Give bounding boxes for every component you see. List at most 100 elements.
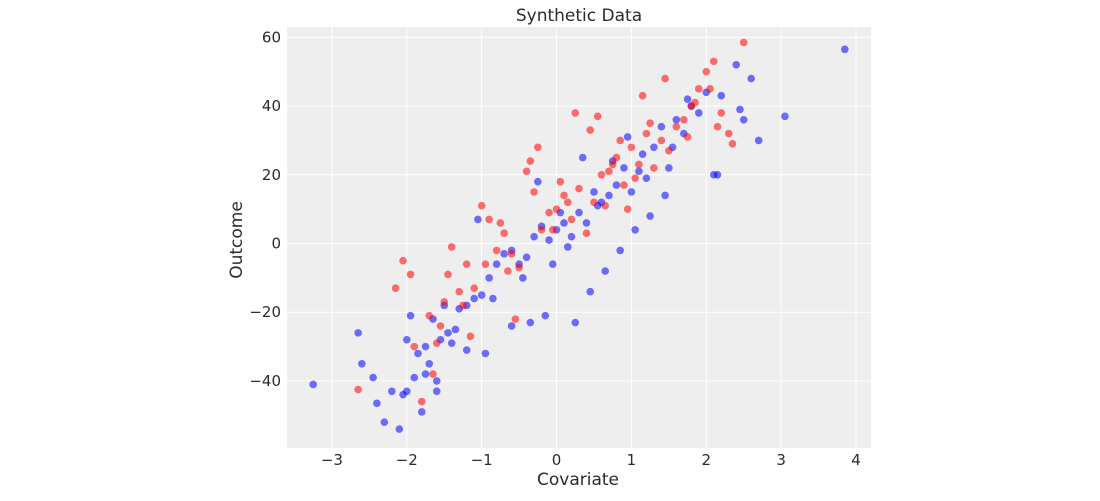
data-point xyxy=(522,253,531,262)
data-point xyxy=(421,370,430,378)
data-point xyxy=(680,115,688,124)
data-point xyxy=(436,322,445,330)
data-point xyxy=(432,377,441,385)
data-point xyxy=(462,346,471,354)
y-tick-label: −40 xyxy=(249,372,281,390)
data-point xyxy=(608,160,617,169)
data-point xyxy=(515,263,523,272)
data-point xyxy=(388,387,396,396)
grid-lines xyxy=(287,27,871,448)
data-point xyxy=(694,109,703,117)
data-point xyxy=(781,112,789,121)
data-point xyxy=(489,294,497,303)
data-point xyxy=(616,136,624,145)
data-point xyxy=(537,225,546,234)
plot-area xyxy=(287,27,871,448)
data-point xyxy=(642,129,651,138)
data-point xyxy=(739,38,748,47)
data-point xyxy=(597,170,606,179)
data-point xyxy=(638,150,647,158)
data-point xyxy=(657,136,666,145)
data-point xyxy=(432,339,441,347)
data-point xyxy=(474,215,482,224)
plot-background xyxy=(287,27,871,448)
data-point xyxy=(399,256,407,265)
data-point xyxy=(694,85,703,93)
data-point xyxy=(459,301,467,310)
data-point xyxy=(354,329,362,337)
data-point xyxy=(635,160,643,169)
x-tick-label: −3 xyxy=(321,451,343,469)
data-point xyxy=(414,349,422,358)
data-point xyxy=(496,219,505,227)
data-point xyxy=(646,119,654,128)
x-tick-label: 3 xyxy=(776,451,786,469)
data-point xyxy=(627,188,636,196)
data-point xyxy=(444,270,452,279)
data-point xyxy=(444,329,452,337)
data-point xyxy=(462,260,471,268)
data-point xyxy=(582,229,591,238)
series-2-points xyxy=(354,38,748,406)
data-point xyxy=(638,91,647,100)
y-axis-label: Outcome xyxy=(227,201,247,279)
data-point xyxy=(447,339,456,347)
y-tick-label: 0 xyxy=(271,235,281,253)
data-point xyxy=(672,122,681,131)
data-point xyxy=(713,122,722,131)
data-point xyxy=(717,91,726,100)
data-point xyxy=(563,198,572,207)
data-point xyxy=(672,115,681,124)
data-point xyxy=(747,74,756,83)
data-point xyxy=(642,174,651,183)
data-point xyxy=(717,109,726,117)
data-point xyxy=(417,397,426,406)
y-tick-label: 20 xyxy=(262,166,281,184)
data-point xyxy=(691,98,699,107)
data-point xyxy=(646,212,654,220)
x-tick-label: −2 xyxy=(396,451,418,469)
data-point xyxy=(548,260,557,268)
data-point xyxy=(534,143,542,152)
data-point xyxy=(410,373,419,382)
x-tick-label: 4 xyxy=(851,451,861,469)
data-point xyxy=(309,380,318,389)
data-point xyxy=(425,311,434,320)
data-point xyxy=(477,291,486,299)
data-point xyxy=(519,274,527,282)
x-axis-label: Covariate xyxy=(537,470,619,490)
data-point xyxy=(406,311,415,320)
data-point xyxy=(410,342,419,351)
data-point xyxy=(650,164,658,172)
data-point xyxy=(650,143,658,152)
y-tick-label: 40 xyxy=(262,97,281,115)
data-point xyxy=(425,360,434,368)
data-point xyxy=(545,236,553,244)
data-point xyxy=(657,122,666,131)
data-point xyxy=(522,167,531,176)
data-point xyxy=(466,332,475,341)
data-point xyxy=(560,219,568,227)
data-point xyxy=(451,325,460,334)
data-point xyxy=(665,164,673,172)
data-point xyxy=(586,287,595,296)
data-point xyxy=(541,311,550,320)
data-point xyxy=(511,315,520,323)
data-point xyxy=(623,205,632,213)
data-point xyxy=(571,318,580,327)
data-point xyxy=(578,153,587,162)
data-point xyxy=(590,188,598,196)
data-point xyxy=(616,246,624,255)
data-point xyxy=(702,67,711,76)
data-point xyxy=(477,201,486,210)
data-point xyxy=(373,399,381,408)
chart-title: Synthetic Data xyxy=(516,6,642,26)
data-point xyxy=(612,181,621,189)
data-point xyxy=(534,177,542,186)
data-point xyxy=(406,270,415,279)
data-point xyxy=(840,45,849,54)
data-point xyxy=(605,191,613,200)
data-point xyxy=(754,136,763,145)
y-tick-labels: −40 −20 0 20 40 60 xyxy=(249,28,281,390)
